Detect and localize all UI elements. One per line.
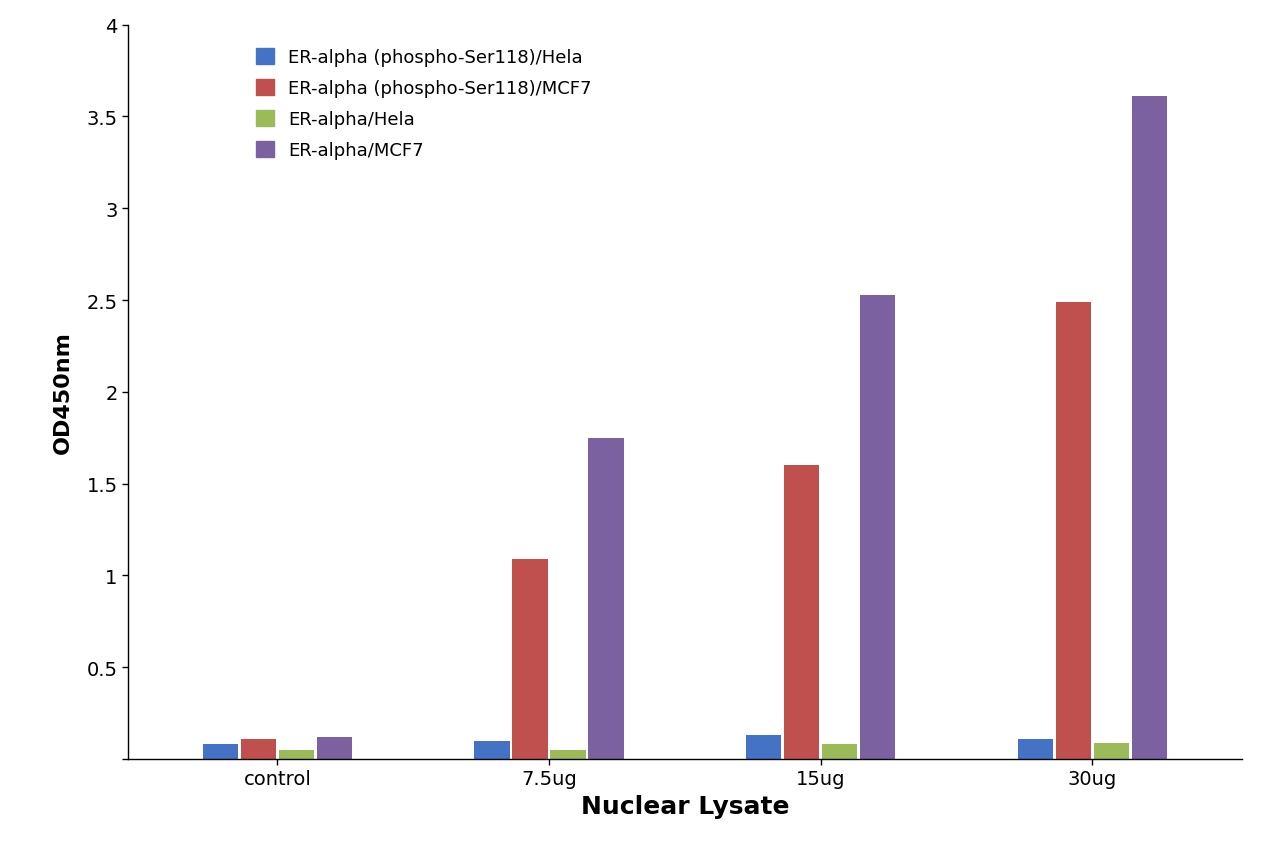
Bar	[279, 750, 314, 759]
Bar	[1056, 303, 1091, 759]
Bar	[746, 735, 781, 759]
Bar	[783, 466, 819, 759]
Bar	[475, 740, 509, 759]
Bar	[1018, 739, 1053, 759]
Y-axis label: OD450nm: OD450nm	[52, 331, 73, 454]
Bar	[550, 750, 586, 759]
Bar	[822, 745, 858, 759]
Bar	[512, 560, 548, 759]
Bar	[202, 745, 238, 759]
Bar	[316, 737, 352, 759]
Bar	[1132, 97, 1167, 759]
Bar	[1093, 743, 1129, 759]
Bar	[860, 295, 895, 759]
X-axis label: Nuclear Lysate: Nuclear Lysate	[581, 794, 788, 818]
Bar	[589, 438, 623, 759]
Legend: ER-alpha (phospho-Ser118)/Hela, ER-alpha (phospho-Ser118)/MCF7, ER-alpha/Hela, E: ER-alpha (phospho-Ser118)/Hela, ER-alpha…	[248, 42, 599, 167]
Bar	[241, 739, 276, 759]
